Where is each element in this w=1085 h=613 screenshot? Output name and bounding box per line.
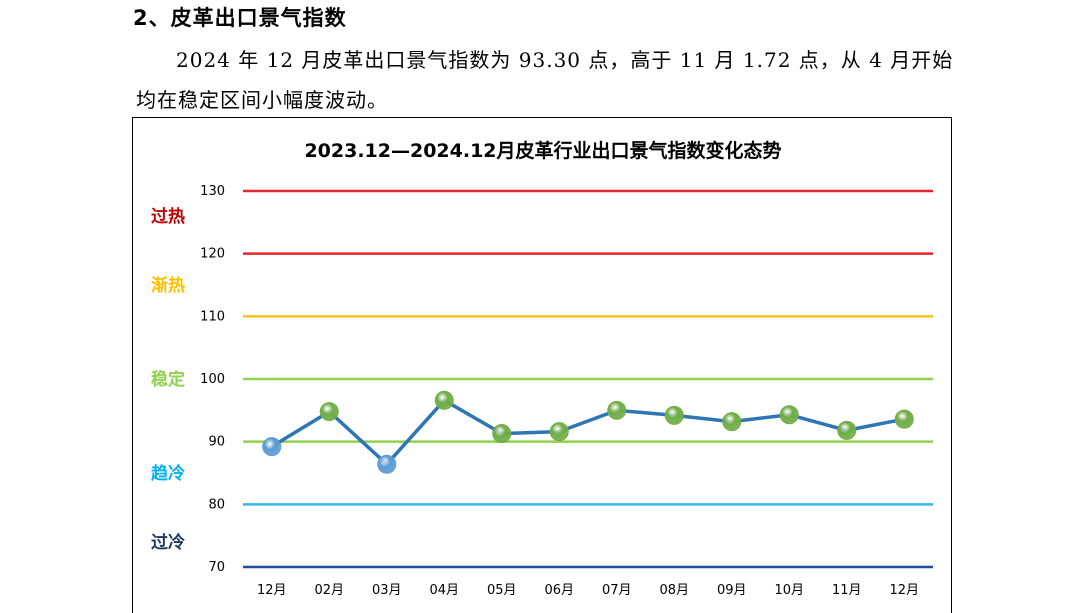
x-tick-label: 06月 — [544, 583, 574, 598]
y-tick-label: 120 — [200, 247, 225, 262]
data-point — [434, 390, 454, 410]
data-point — [837, 420, 857, 440]
body-paragraph: 2024 年 12 月皮革出口景气指数为 93.30 点，高于 11 月 1.7… — [136, 48, 954, 112]
zone-label: 稳定 — [151, 369, 185, 390]
data-point — [779, 405, 799, 425]
data-point — [894, 409, 914, 429]
x-tick-label: 04月 — [429, 583, 459, 598]
x-tick-label: 03月 — [372, 583, 402, 598]
x-tick-label: 11月 — [832, 583, 862, 598]
x-tick-label: 07月 — [602, 583, 632, 598]
y-tick-label: 90 — [208, 435, 225, 450]
x-tick-label: 10月 — [774, 583, 804, 598]
x-tick-label: 12月 — [257, 583, 287, 598]
data-point — [262, 437, 282, 457]
chart-frame: 2023.12—2024.12月皮革行业出口景气指数变化态势 70 80 90 100… — [132, 117, 952, 613]
zone-label: 过热 — [151, 206, 185, 227]
section-heading: 2、皮革出口景气指数 — [133, 6, 347, 30]
x-tick-label: 02月 — [314, 583, 344, 598]
line-chart: 2023.12—2024.12月皮革行业出口景气指数变化态势 70 80 90 100… — [151, 139, 933, 598]
zone-label: 渐热 — [151, 275, 185, 296]
y-tick-label: 100 — [200, 372, 225, 387]
data-point — [607, 400, 627, 420]
zone-label: 趋冷 — [151, 463, 185, 484]
x-tick-label: 12月 — [889, 583, 919, 598]
y-tick-label: 130 — [200, 184, 225, 199]
x-tick-label: 09月 — [717, 583, 747, 598]
y-tick-label: 80 — [208, 497, 225, 512]
y-tick-label: 70 — [208, 560, 225, 575]
x-tick-label: 05月 — [487, 583, 517, 598]
zone-label: 过冷 — [151, 532, 185, 553]
data-point — [319, 402, 339, 422]
x-tick-label: 08月 — [659, 583, 689, 598]
data-point — [492, 424, 512, 444]
series-line — [270, 398, 905, 466]
y-tick-label: 110 — [200, 309, 225, 324]
data-point — [549, 422, 569, 442]
data-point — [664, 405, 684, 425]
data-point — [377, 454, 397, 474]
data-point — [722, 412, 742, 432]
chart-title: 2023.12—2024.12月皮革行业出口景气指数变化态势 — [304, 139, 781, 162]
